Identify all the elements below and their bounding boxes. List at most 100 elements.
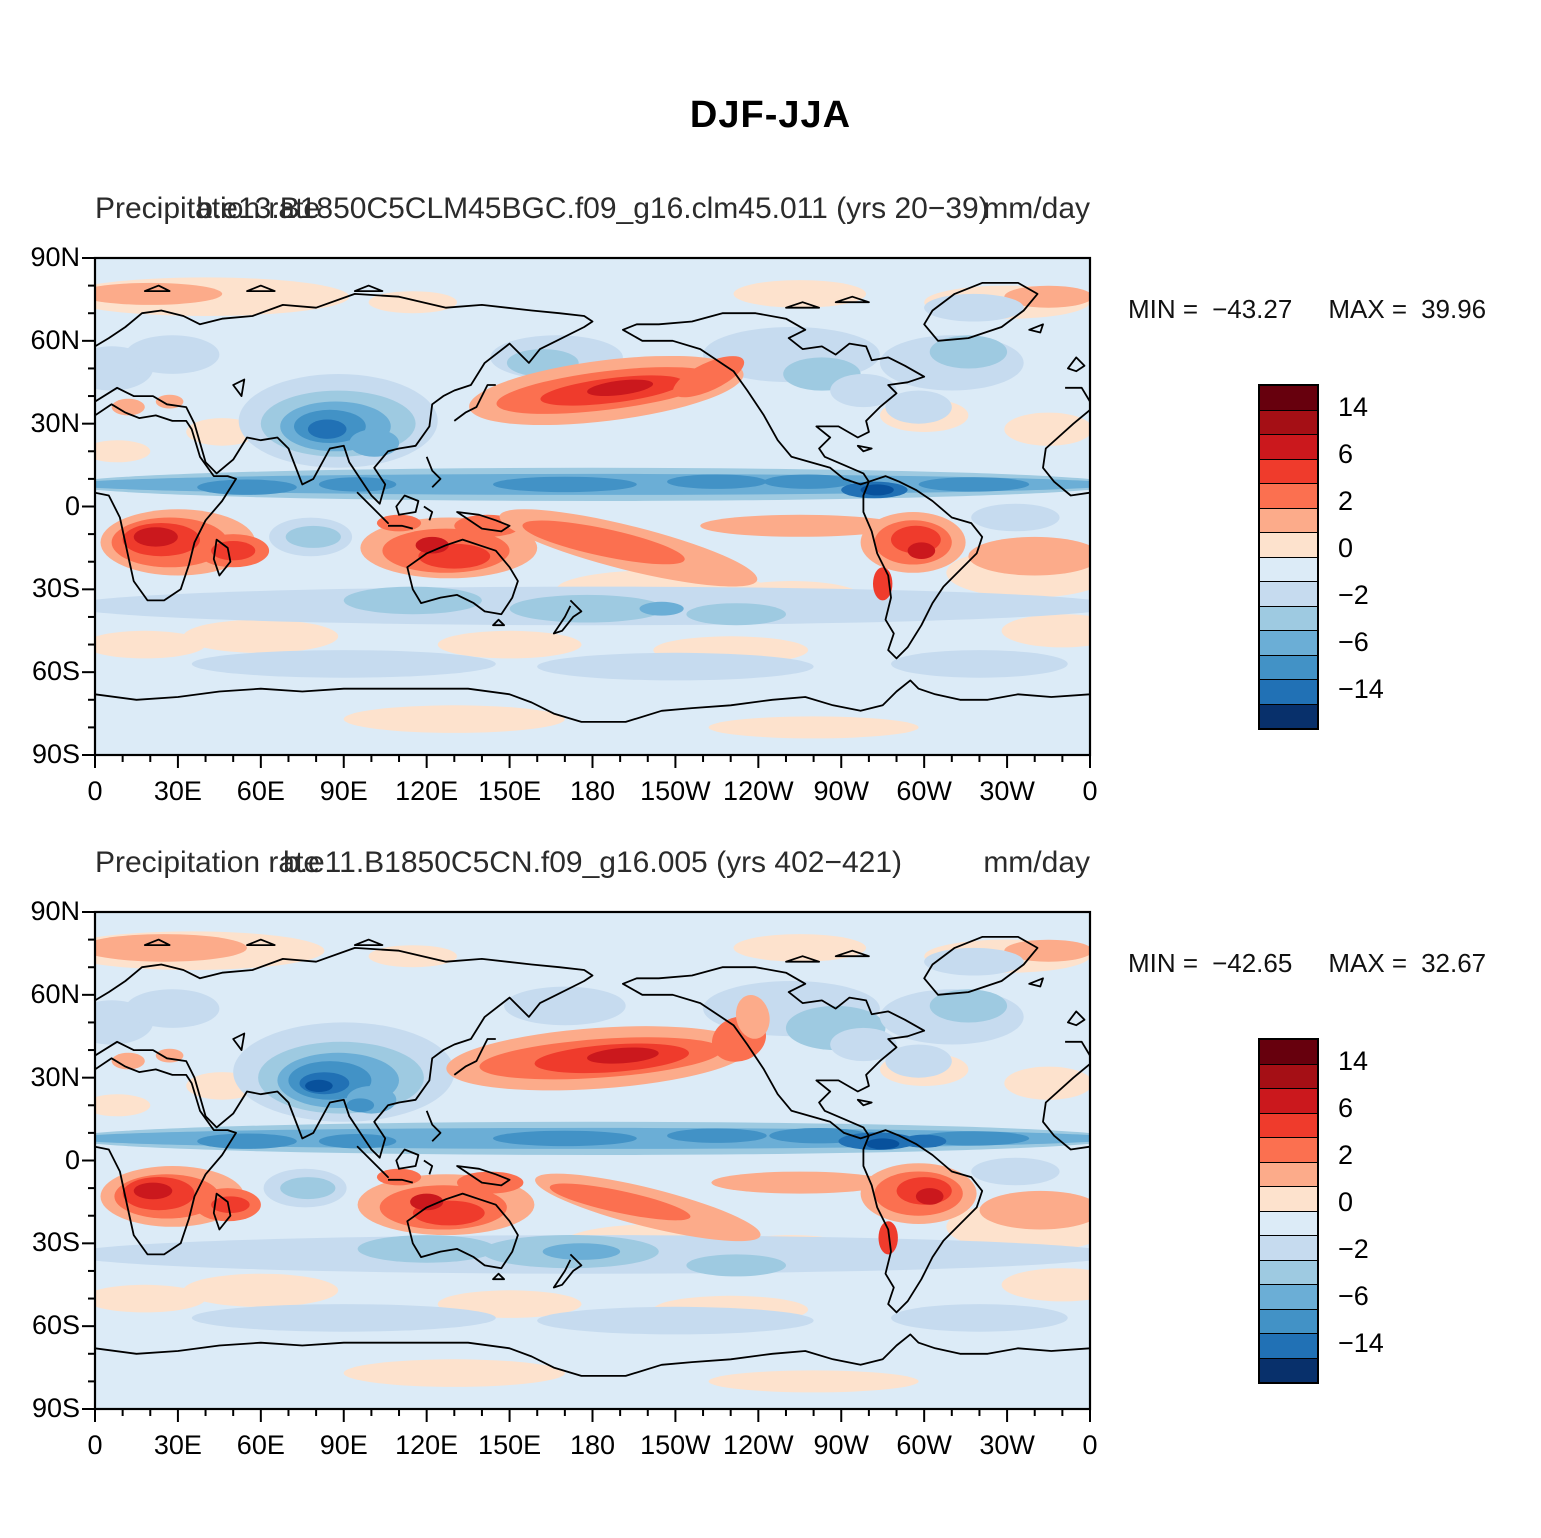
y-tick-label: 30N <box>30 1061 80 1092</box>
colorbar-cell <box>1260 1285 1317 1310</box>
x-tick-label: 30W <box>979 776 1035 806</box>
colorbar-cell <box>1260 1309 1317 1334</box>
x-tick-label: 0 <box>87 776 103 806</box>
colorbar-cell <box>1260 557 1317 582</box>
x-tick-label: 150W <box>640 1430 711 1460</box>
colorbar-cell <box>1260 386 1317 411</box>
colorbar-cell <box>1260 1162 1317 1187</box>
figure-title: DJF-JJA <box>689 94 852 136</box>
x-tick-label: 30E <box>153 776 202 806</box>
colorbar-cell <box>1260 410 1317 435</box>
y-tick-label: 30S <box>31 573 80 604</box>
y-tick-label: 0 <box>64 490 80 521</box>
colorbar-tick-label: −6 <box>1338 1280 1369 1311</box>
colorbar-tick-label: 14 <box>1338 1045 1369 1076</box>
colorbar-tick-label: 0 <box>1338 532 1354 563</box>
map-plot-1 <box>82 256 1092 768</box>
x-tick-label: 60E <box>236 776 285 806</box>
panel1-title-row: Precipitation rate b.e13.B1850C5CLM45BGC… <box>95 192 1090 234</box>
colorbar-cell <box>1260 631 1317 656</box>
x-tick-label: 120W <box>723 776 794 806</box>
panel1-max-value: 39.96 <box>1421 294 1487 324</box>
panel1-max-label: MAX = <box>1328 294 1408 324</box>
x-tick-label: 30E <box>153 1430 202 1460</box>
panel1-minmax: MIN = −43.27 MAX = 39.96 <box>1128 294 1486 325</box>
y-tick-label: 60N <box>30 978 80 1009</box>
coastlines <box>95 936 1090 1377</box>
x-tick-label: 120E <box>395 1430 459 1460</box>
colorbar-tick-label: −2 <box>1338 1233 1369 1264</box>
colorbar-cell <box>1260 1064 1317 1089</box>
colorbar-cell <box>1260 459 1317 484</box>
x-tick-label: 180 <box>569 776 616 806</box>
colorbar-cell <box>1260 1358 1317 1382</box>
colorbar-cell <box>1260 704 1317 728</box>
colorbar-tick-label: 0 <box>1338 1186 1354 1217</box>
x-tick-label: 120W <box>723 1430 794 1460</box>
panel2-min-label: MIN = <box>1128 948 1199 978</box>
x-tick-label: 60E <box>236 1430 285 1460</box>
panel1-case-label: b.e13.B1850C5CLM45BGC.f09_g16.clm45.011 … <box>196 192 989 225</box>
y-tick-label: 0 <box>64 1144 80 1175</box>
panel1-min-label: MIN = <box>1128 294 1199 324</box>
axis-ticks <box>82 257 1091 768</box>
x-tick-label: 60W <box>896 776 952 806</box>
panel1-units-label: mm/day <box>983 192 1090 225</box>
colorbar-tick-label: −14 <box>1338 673 1384 704</box>
colorbar-cell <box>1260 582 1317 607</box>
axis-ticks <box>82 911 1091 1422</box>
colorbar-tick-label: 6 <box>1338 1092 1354 1123</box>
x-tick-label: 60W <box>896 1430 952 1460</box>
colorbar-1 <box>1258 384 1319 730</box>
panel2-units-label: mm/day <box>983 846 1090 879</box>
x-tick-label: 90W <box>813 776 870 806</box>
panel2-max-label: MAX = <box>1328 948 1408 978</box>
x-tick-label: 90E <box>319 1430 368 1460</box>
panel2-minmax: MIN = −42.65 MAX = 32.67 <box>1128 948 1486 979</box>
y-tick-label: 90N <box>30 896 80 926</box>
x-tick-label: 0 <box>1082 776 1098 806</box>
panel2-variable-label: Precipitation rate <box>95 846 321 879</box>
colorbar-tick-label: 6 <box>1338 438 1354 469</box>
colorbar-tick-label: −2 <box>1338 579 1369 610</box>
colorbar-cell <box>1260 1187 1317 1212</box>
colorbar-tick-label: −14 <box>1338 1327 1384 1358</box>
colorbar-cell <box>1260 1113 1317 1138</box>
y-tick-label: 60N <box>30 324 80 355</box>
coastlines <box>95 282 1090 723</box>
x-tick-label: 30W <box>979 1430 1035 1460</box>
panel2-max-value: 32.67 <box>1421 948 1487 978</box>
y-tick-label: 90N <box>30 242 80 272</box>
colorbar-tick-label: 2 <box>1338 485 1354 516</box>
x-tick-label: 150E <box>478 1430 542 1460</box>
colorbar-cell <box>1260 1138 1317 1163</box>
colorbar-2 <box>1258 1038 1319 1384</box>
colorbar-cell <box>1260 1089 1317 1114</box>
x-tick-label: 90W <box>813 1430 870 1460</box>
colorbar-cell <box>1260 1236 1317 1261</box>
colorbar-cell <box>1260 655 1317 680</box>
colorbar-cell <box>1260 508 1317 533</box>
y-tick-label: 90S <box>31 1393 80 1423</box>
map-plot-2 <box>82 910 1092 1422</box>
x-tick-label: 120E <box>395 776 459 806</box>
colorbar-tick-label: −6 <box>1338 626 1369 657</box>
colorbar-cell <box>1260 1211 1317 1236</box>
colorbar-cell <box>1260 606 1317 631</box>
panel2-title-row: Precipitation rate b.e11.B1850C5CN.f09_g… <box>95 846 1090 888</box>
colorbar-tick-label: 14 <box>1338 391 1369 422</box>
map-field <box>95 258 1090 755</box>
x-tick-label: 150W <box>640 776 711 806</box>
y-tick-label: 30S <box>31 1227 80 1258</box>
y-tick-label: 30N <box>30 407 80 438</box>
x-tick-label: 90E <box>319 776 368 806</box>
panel1-min-value: −43.27 <box>1212 294 1293 324</box>
x-tick-label: 0 <box>87 1430 103 1460</box>
colorbar-cell <box>1260 1334 1317 1359</box>
colorbar-cell <box>1260 680 1317 705</box>
colorbar-cell <box>1260 533 1317 558</box>
y-tick-label: 60S <box>31 656 80 687</box>
y-tick-label: 60S <box>31 1310 80 1341</box>
panel2-min-value: −42.65 <box>1212 948 1293 978</box>
